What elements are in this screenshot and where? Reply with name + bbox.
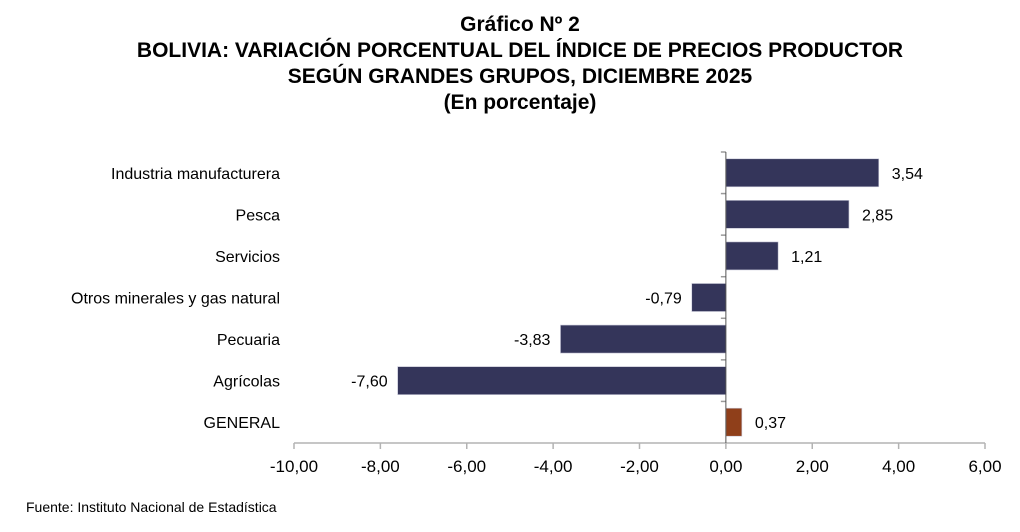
category-label: Pesca bbox=[236, 207, 281, 224]
x-tick-label: -2,00 bbox=[620, 457, 659, 476]
category-label: Pecuaria bbox=[217, 332, 280, 349]
category-label: GENERAL bbox=[204, 415, 281, 432]
x-tick-label: 4,00 bbox=[882, 457, 915, 476]
source-note: Fuente: Instituto Nacional de Estadístic… bbox=[26, 499, 277, 515]
bar bbox=[725, 407, 743, 437]
category-label: Industria manufacturera bbox=[111, 166, 280, 183]
chart-title-line-3: SEGÚN GRANDES GRUPOS, DICIEMBRE 2025 bbox=[287, 65, 753, 88]
x-tick-label: -10,00 bbox=[270, 457, 318, 476]
data-label: 2,85 bbox=[862, 207, 893, 224]
data-label: 3,54 bbox=[892, 166, 923, 183]
data-label: -0,79 bbox=[645, 291, 682, 308]
bar bbox=[691, 283, 727, 312]
data-label: 0,37 bbox=[755, 415, 786, 432]
x-tick-label: -4,00 bbox=[534, 457, 573, 476]
x-tick-label: 6,00 bbox=[968, 457, 1001, 476]
x-tick-label: 2,00 bbox=[796, 457, 829, 476]
category-label: Agrícolas bbox=[213, 374, 280, 391]
data-label: 1,21 bbox=[791, 249, 822, 266]
chart-title-line-1: Gráfico Nº 2 bbox=[460, 13, 580, 36]
chart-title-line-4: (En porcentaje) bbox=[443, 91, 597, 114]
x-tick-label: -6,00 bbox=[447, 457, 486, 476]
bar bbox=[725, 241, 779, 271]
x-tick-label: 0,00 bbox=[709, 457, 742, 476]
bar bbox=[725, 158, 880, 188]
bar bbox=[560, 324, 727, 354]
bar bbox=[397, 366, 727, 395]
data-label: -3,83 bbox=[514, 332, 551, 349]
x-tick-label: -8,00 bbox=[361, 457, 400, 476]
bar bbox=[725, 200, 850, 229]
category-label: Otros minerales y gas natural bbox=[71, 291, 280, 308]
category-label: Servicios bbox=[215, 249, 280, 266]
data-label: -7,60 bbox=[351, 374, 388, 391]
chart-title-line-2: BOLIVIA: VARIACIÓN PORCENTUAL DEL ÍNDICE… bbox=[136, 39, 904, 62]
chart-title-block: Gráfico Nº 2 BOLIVIA: VARIACIÓN PORCENTU… bbox=[0, 12, 1020, 116]
